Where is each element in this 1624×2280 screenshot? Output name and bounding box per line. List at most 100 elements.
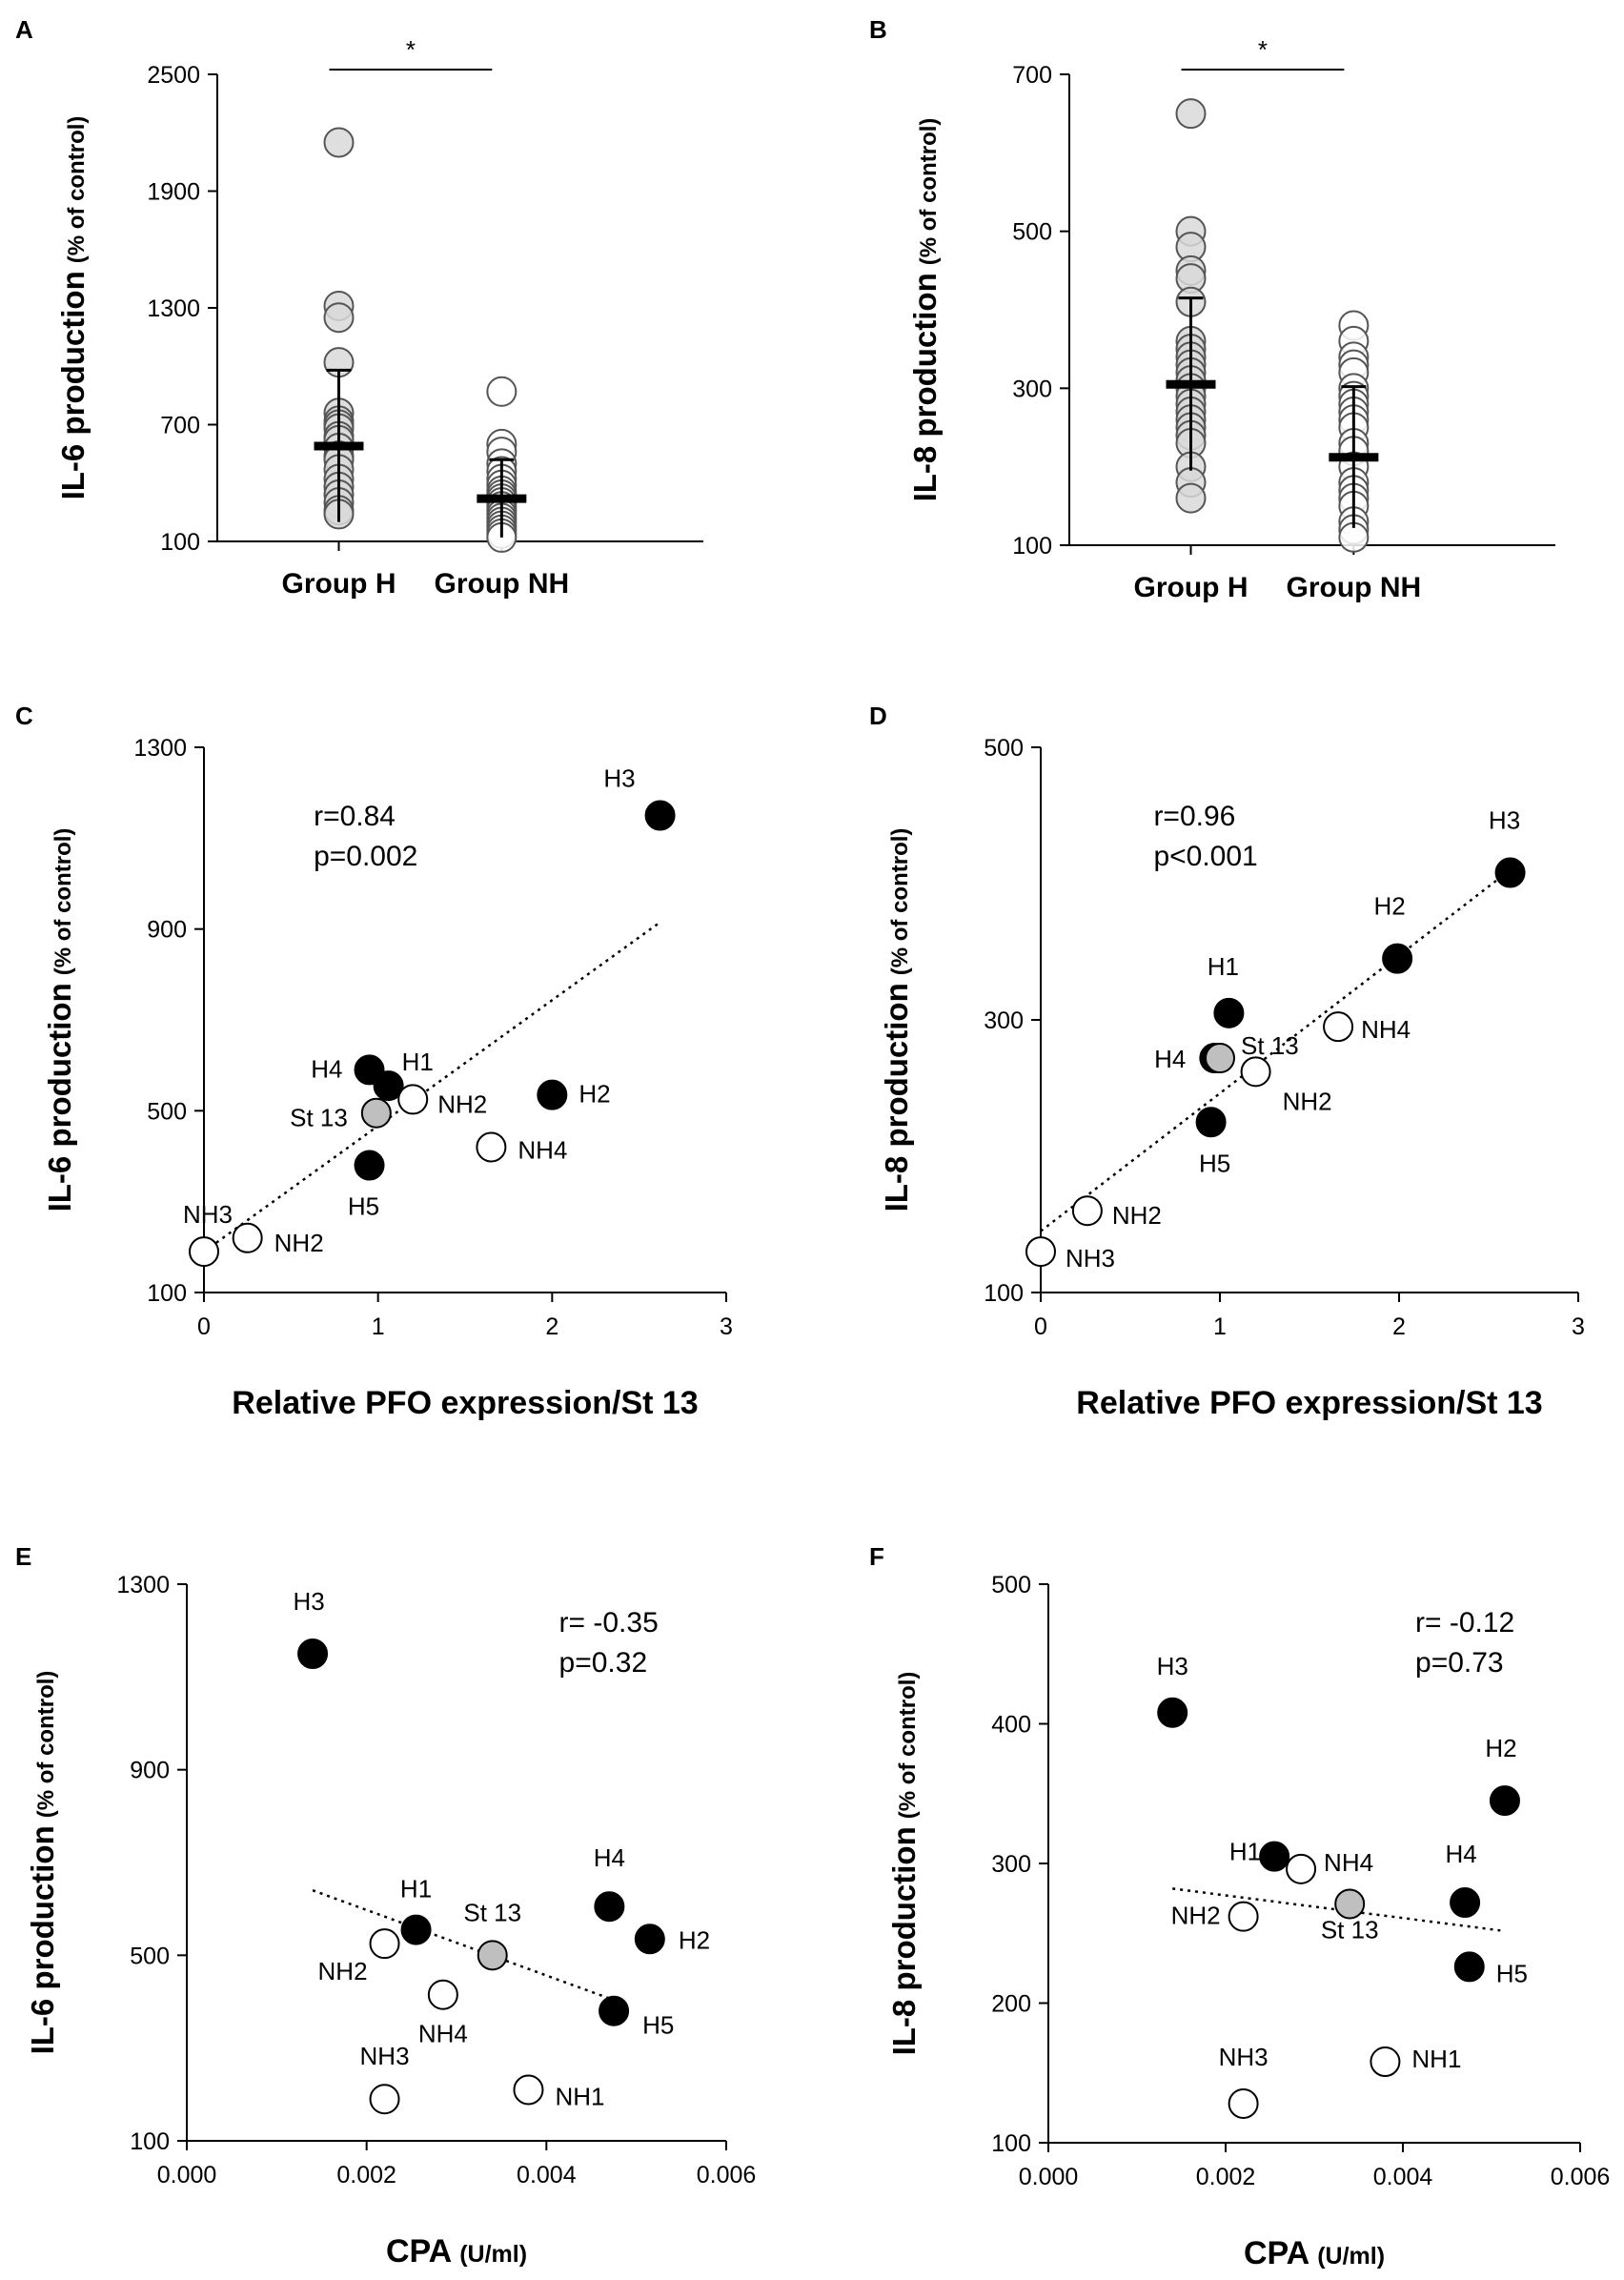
x-axis-title-main: Relative PFO expression/St 13 — [1076, 1385, 1542, 1421]
data-point-nh4 — [1286, 1853, 1317, 1884]
point-label: St 13 — [1321, 1915, 1379, 1944]
trend-line — [203, 921, 661, 1253]
correlation-r: r=0.96 — [1153, 801, 1235, 832]
point-label: NH2 — [1112, 1201, 1162, 1230]
point-label: H5 — [642, 2011, 674, 2040]
panel-letter: D — [869, 702, 887, 730]
y-tick-label: 2500 — [147, 62, 200, 89]
x-tick-label: 3 — [720, 1313, 733, 1340]
x-tick-label: 0 — [1034, 1313, 1047, 1340]
data-point-h1 — [400, 1914, 432, 1945]
series-group-h — [314, 127, 364, 530]
point-label: H2 — [679, 1925, 710, 1954]
x-tick-label: Group H — [1134, 572, 1248, 603]
x-axis-title-unit: (U/ml) — [459, 2241, 527, 2268]
data-point-nh1 — [513, 2074, 544, 2106]
x-axis-title-unit: (U/ml) — [1317, 2243, 1385, 2270]
data-point-h1 — [373, 1070, 404, 1102]
point-label: NH4 — [1324, 1848, 1373, 1877]
x-tick-label: Group NH — [1287, 572, 1422, 603]
y-axis-title-main: IL-8 production — [886, 1826, 922, 2055]
trend-line — [1172, 1887, 1501, 1932]
series-group-h — [1166, 98, 1216, 514]
x-tick-label: 0.006 — [1551, 2164, 1611, 2190]
y-tick-label: 700 — [1012, 62, 1052, 89]
correlation-p: p=0.002 — [314, 841, 417, 872]
data-point-nh3 — [369, 2084, 400, 2115]
y-axis-title-main: IL-6 production — [55, 271, 91, 499]
y-tick-label: 900 — [147, 917, 187, 944]
x-tick-label: 0.002 — [1196, 2164, 1256, 2190]
data-point — [1175, 482, 1207, 514]
point-label: H3 — [293, 1587, 324, 1616]
x-tick-label: Group H — [282, 568, 396, 600]
data-point-h5 — [354, 1150, 385, 1181]
y-tick-label: 500 — [991, 1572, 1031, 1598]
data-point-nh3 — [1025, 1236, 1056, 1268]
point-label: NH2 — [1171, 1902, 1221, 1930]
y-axis-title: IL-8 production (% of control) — [907, 118, 943, 502]
point-label: H1 — [400, 1875, 432, 1903]
data-point-h3 — [1494, 857, 1526, 888]
significance-star: * — [406, 35, 416, 64]
y-axis-title: IL-6 production (% of control) — [25, 1671, 60, 2055]
correlation-p: p=0.73 — [1415, 1647, 1504, 1679]
x-axis-title: Relative PFO expression/St 13 — [1076, 1385, 1542, 1421]
point-label: H5 — [1199, 1149, 1230, 1177]
x-tick-label: 0.000 — [1019, 2164, 1079, 2190]
panel-f: F 500 400 300 200 100 IL-8 production (% of con… — [869, 1542, 1610, 2271]
data-point-st-13 — [360, 1097, 392, 1129]
point-label: H3 — [603, 764, 635, 793]
y-axis-title: IL-6 production (% of control) — [42, 828, 77, 1212]
data-point-st-13 — [1334, 1888, 1366, 1920]
series-group-nh — [477, 376, 527, 553]
point-label: H5 — [348, 1192, 379, 1221]
point-label: NH2 — [318, 1957, 368, 1985]
x-tick-label: Group NH — [435, 568, 570, 600]
point-label: H2 — [579, 1080, 610, 1109]
data-point-nh2 — [1071, 1195, 1103, 1227]
correlation-r: r= -0.35 — [559, 1607, 659, 1639]
y-tick-label: 100 — [984, 1280, 1024, 1307]
y-tick-label: 1300 — [116, 1572, 170, 1598]
y-tick-label: 1900 — [147, 179, 200, 206]
point-label: NH3 — [1219, 2043, 1269, 2071]
y-axis-title-main: IL-8 production — [907, 273, 943, 501]
panel-e: E 1300 900 500 100 IL-6 production (% of contr… — [15, 1542, 756, 2270]
point-label: H1 — [1208, 952, 1239, 981]
y-tick-label: 100 — [130, 2128, 170, 2155]
significance-star: * — [1258, 35, 1268, 64]
x-tick-label: 2 — [545, 1313, 558, 1340]
y-tick-label: 300 — [991, 1851, 1031, 1878]
point-label: H2 — [1485, 1734, 1516, 1762]
y-axis-title-unit: (% of control) — [33, 1671, 59, 1819]
x-tick-label: 0.004 — [1373, 2164, 1433, 2190]
y-tick-label: 500 — [1012, 219, 1052, 246]
point-label: NH3 — [1066, 1244, 1115, 1272]
data-point-h5 — [1453, 1951, 1485, 1983]
y-tick-label: 300 — [1012, 376, 1052, 402]
y-tick-label: 500 — [147, 1098, 187, 1125]
x-tick-label: 1 — [1213, 1313, 1227, 1340]
y-axis-title-unit: (% of control) — [916, 118, 942, 266]
data-point-nh1 — [1370, 2046, 1401, 2078]
data-point-nh2 — [369, 1928, 400, 1960]
y-tick-label: 100 — [160, 529, 200, 556]
point-label: NH2 — [437, 1089, 487, 1118]
point-label: H4 — [1445, 1840, 1476, 1868]
data-point-h1 — [1259, 1841, 1290, 1872]
data-point-h3 — [297, 1639, 329, 1669]
series-group-nh — [1329, 310, 1379, 553]
data-point-h3 — [1157, 1697, 1188, 1728]
data-point-h3 — [644, 800, 676, 831]
data-point-h5 — [1195, 1107, 1227, 1138]
data-point-h1 — [1213, 997, 1245, 1028]
data-point-h2 — [537, 1079, 568, 1110]
point-label: H1 — [402, 1048, 434, 1076]
x-axis-title-main: CPA — [1244, 2235, 1309, 2271]
y-tick-label: 900 — [130, 1758, 170, 1784]
y-axis-title-unit: (% of control) — [887, 828, 913, 976]
y-axis-title-unit: (% of control) — [64, 116, 90, 264]
data-point-h5 — [599, 1995, 630, 2026]
x-tick-label: 0 — [197, 1313, 211, 1340]
